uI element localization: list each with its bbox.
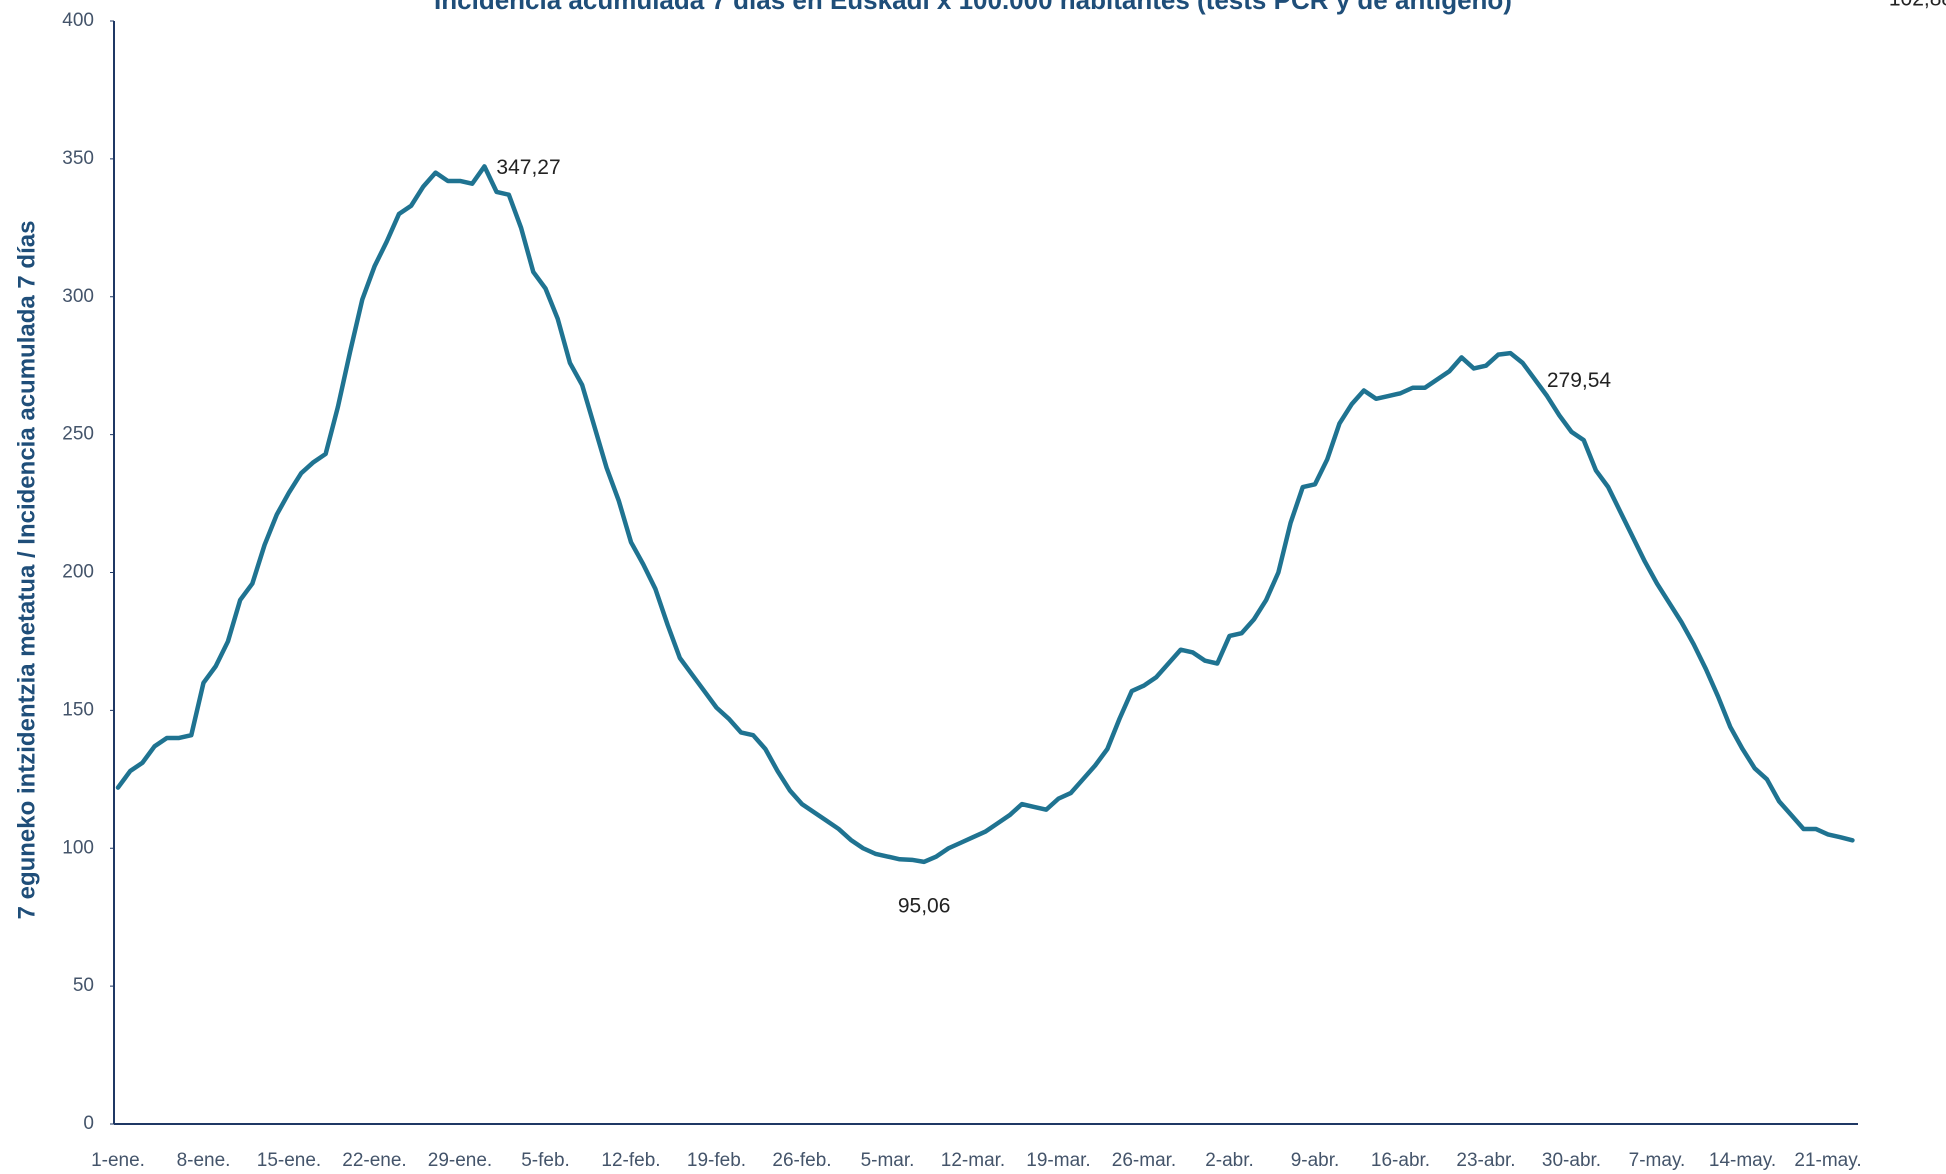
y-tick-label: 400 — [62, 10, 94, 31]
x-tick-label: 26-mar. — [1112, 1150, 1176, 1171]
y-tick-label: 50 — [73, 975, 94, 996]
x-tick-label: 2-abr. — [1205, 1150, 1254, 1171]
x-tick-label: 26-feb. — [772, 1150, 831, 1171]
y-tick-label: 300 — [62, 286, 94, 307]
y-tick-label: 350 — [62, 148, 94, 169]
x-tick-label: 23-abr. — [1456, 1150, 1515, 1171]
x-tick-label: 5-mar. — [861, 1150, 915, 1171]
line — [115, 164, 1855, 865]
x-tick-label: 8-ene. — [177, 1150, 231, 1171]
x-tick-label: 7-may. — [1629, 1150, 1686, 1171]
y-axis-label: 7 eguneko intzidentzia metatua / Inciden… — [13, 221, 40, 920]
chart-title: Incidencia acumulada 7 días en Euskadi x… — [434, 0, 1512, 15]
x-tick-label: 16-abr. — [1371, 1150, 1430, 1171]
x-tick-label: 29-ene. — [428, 1150, 492, 1171]
x-tick-label: 19-feb. — [687, 1150, 746, 1171]
y-tick-label: 200 — [62, 562, 94, 583]
x-tick-label: 9-abr. — [1291, 1150, 1340, 1171]
y-tick-label: 100 — [62, 837, 94, 858]
x-tick-label: 22-ene. — [342, 1150, 406, 1171]
data-label: 347,27 — [496, 156, 560, 179]
x-tick-label: 12-mar. — [941, 1150, 1005, 1171]
y-tick-label: 250 — [62, 424, 94, 445]
x-tick-label: 19-mar. — [1026, 1150, 1090, 1171]
y-tick-label: 0 — [83, 1113, 94, 1134]
data-label: 102,88 — [1889, 0, 1946, 11]
data-label: 279,54 — [1547, 369, 1612, 392]
x-tick-label: 14-may. — [1709, 1150, 1776, 1171]
x-tick-label: 1-ene. — [91, 1150, 145, 1171]
x-tick-label: 5-feb. — [521, 1150, 570, 1171]
y-tick-label: 150 — [62, 699, 94, 720]
x-tick-label: 30-abr. — [1542, 1150, 1601, 1171]
x-tick-label: 21-may. — [1794, 1150, 1861, 1171]
x-tick-label: 15-ene. — [257, 1150, 321, 1171]
data-label: 95,06 — [898, 894, 951, 917]
x-tick-label: 12-feb. — [601, 1150, 660, 1171]
